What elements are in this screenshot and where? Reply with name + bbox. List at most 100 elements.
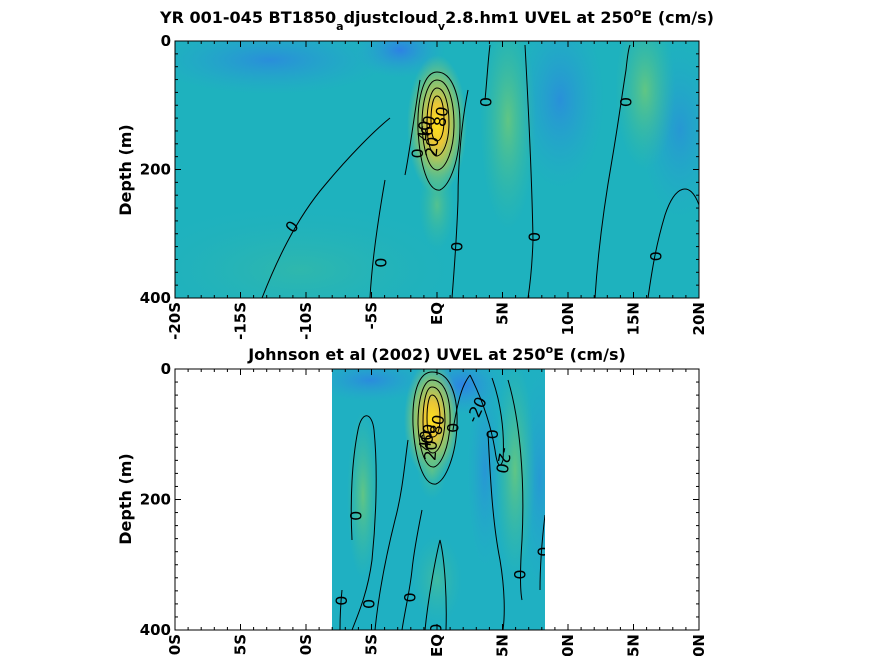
top-field-eastward-5n: [480, 41, 536, 230]
top-contour-40: [421, 79, 455, 171]
top-x-tick-label: EQ: [428, 302, 446, 325]
bottom-contour-label: 0: [347, 511, 366, 521]
bottom-y-tick-label: 400: [140, 621, 171, 639]
top-x-tick-label: 20N: [690, 302, 708, 335]
top-contour-20: [417, 71, 461, 191]
top-contour-label: 20: [422, 136, 443, 158]
bottom-y-tick-label: 0: [161, 360, 171, 378]
bottom-chart-title: Johnson et al (2002) UVEL at 250oE (cm/s…: [247, 343, 626, 364]
top-y-tick-label: 200: [140, 161, 171, 179]
top-y-axis-label: Depth (m): [116, 124, 135, 216]
bottom-field-deep-green: [412, 535, 462, 625]
bottom-contour-label: 0: [427, 624, 446, 634]
top-contour-zero-12n: [594, 44, 631, 298]
top-contour-label: 0: [525, 232, 544, 242]
bottom-field-eastward-6n: [495, 369, 535, 580]
bottom-contour-zero-2s: [401, 509, 423, 630]
top-contour-zero-7n: [524, 44, 534, 298]
top-x-tick-label: 5N: [494, 302, 512, 325]
bottom-contour-zero-7s: [339, 589, 343, 630]
bottom-contour-label: 0: [510, 569, 529, 579]
bottom-y-axis-label: Depth (m): [116, 453, 135, 545]
top-contour-label: 0: [616, 97, 635, 107]
top-contour-label: 80: [430, 105, 452, 128]
bottom-x-ticks: -20S -15S -10S -5S EQ 5N 10N 15N 20N: [166, 369, 708, 656]
bottom-contour-label: 80: [426, 413, 448, 436]
bottom-contour-label: 0: [534, 547, 553, 557]
top-field-euc-tail: [419, 160, 455, 250]
bottom-contour-60: [422, 386, 446, 454]
top-y-tick-label: 0: [161, 32, 171, 50]
top-contour-zero-euc-s: [404, 79, 421, 176]
bottom-contour-zero-4s: [374, 439, 409, 630]
bottom-contour-80: [426, 394, 441, 438]
top-contour-60: [426, 87, 450, 157]
top-x-ticks: -20S -15S -10S -5S EQ 5N 10N 15N 20N: [166, 41, 708, 340]
bottom-contour-neg20: [469, 374, 504, 466]
top-field-surface-westward-left: [175, 41, 390, 95]
bottom-x-tick-label: -10S: [297, 634, 315, 656]
top-x-tick-label: -20S: [166, 302, 184, 340]
bottom-contour-20: [412, 371, 458, 485]
top-x-tick-label: -5S: [363, 302, 381, 329]
bottom-contour-lines: [339, 371, 545, 630]
bottom-contour-label: 0: [483, 429, 502, 439]
bottom-contour-label: 0: [400, 592, 419, 602]
bottom-contour-zero-6n: [507, 379, 524, 601]
bottom-field-eastward-6s: [347, 410, 379, 580]
top-x-tick-label: -15S: [232, 302, 250, 340]
bottom-contour-label: -20: [492, 446, 515, 475]
top-contour-zero-5n: [484, 44, 491, 101]
top-contour-label: 40: [414, 120, 435, 142]
top-contour-lines: [261, 44, 699, 298]
bottom-contour-zero-4n: [487, 432, 505, 630]
bottom-x-tick-label: -15S: [232, 634, 250, 656]
top-chart-title: YR 001-045 BT1850adjustcloudv2.8.hm1 UVE…: [159, 6, 714, 33]
top-contour-80: [430, 95, 445, 142]
top-panel: YR 001-045 BT1850adjustcloudv2.8.hm1 UVE…: [116, 6, 714, 340]
bottom-contour-zero-8n: [539, 514, 545, 591]
bottom-x-tick-label: 15N: [625, 634, 643, 656]
top-contour-zero-deep-s: [369, 179, 386, 298]
bottom-contour-label: 40: [415, 430, 436, 452]
bottom-panel: Johnson et al (2002) UVEL at 250oE (cm/s…: [116, 343, 708, 656]
top-contour-label: 0: [647, 251, 666, 261]
top-field-eastward-15n: [615, 41, 675, 170]
bottom-contour-label: 20: [420, 440, 441, 462]
bottom-x-tick-label: -20S: [166, 634, 184, 656]
top-contour-label: 0: [447, 242, 466, 252]
bottom-field-euc-tail: [417, 440, 447, 500]
bottom-contour-label: 0: [332, 596, 351, 606]
bottom-contour-40: [417, 379, 451, 468]
bottom-contour-label: 0: [444, 423, 463, 433]
top-x-tick-label: 15N: [625, 302, 643, 335]
top-contour-label: 60: [417, 114, 439, 137]
bottom-contour-zero-6s: [350, 415, 377, 630]
top-field-surface-westward-mid: [515, 41, 605, 190]
top-contour-zero-euc-n: [451, 89, 469, 298]
top-contour-zero-17n: [647, 188, 699, 298]
bottom-x-tick-label: 10N: [559, 634, 577, 656]
top-contour-label: 0: [371, 258, 390, 268]
bottom-x-tick-label: EQ: [428, 634, 446, 656]
top-y-tick-label: 400: [140, 289, 171, 307]
bottom-contour-zero-1n: [452, 374, 471, 431]
bottom-contour-label: 60: [417, 422, 439, 445]
bottom-contour-zero-eq: [424, 539, 447, 630]
bottom-contour-label: 0: [360, 599, 379, 609]
top-contour-label: 0: [408, 148, 427, 158]
top-contour-zero-southern: [261, 117, 391, 298]
top-contour-label: 0: [476, 97, 495, 107]
bottom-x-tick-label: 5N: [494, 634, 512, 656]
bottom-field-surface-westward-left: [332, 369, 430, 402]
bottom-x-tick-label: -5S: [363, 634, 381, 656]
bottom-field-euc-core: [404, 369, 460, 480]
bottom-y-tick-label: 200: [140, 491, 171, 509]
top-x-tick-label: 10N: [559, 302, 577, 335]
